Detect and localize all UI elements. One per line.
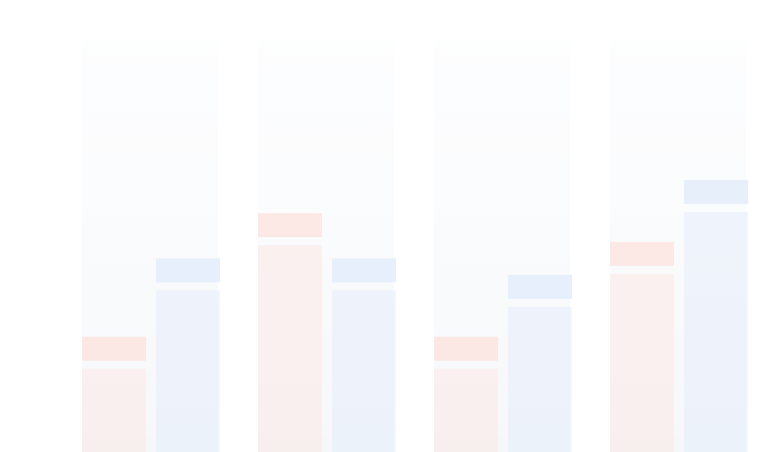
panel (82, 40, 218, 452)
bar (156, 290, 220, 452)
panels (82, 40, 746, 452)
bar-cap (508, 274, 572, 299)
bar (434, 368, 498, 452)
bar (258, 245, 322, 452)
bar-cap (258, 213, 322, 238)
bar-cap (332, 258, 396, 283)
bar-cap (610, 241, 674, 266)
bar (332, 290, 396, 452)
bar-cap (82, 336, 146, 361)
panel (258, 40, 394, 452)
bar (508, 306, 572, 452)
bar-cap (684, 180, 748, 205)
bar (82, 368, 146, 452)
bar-cap (156, 258, 220, 283)
panel (434, 40, 570, 452)
bar-cap (434, 336, 498, 361)
bar (610, 273, 674, 452)
bar (684, 212, 748, 452)
